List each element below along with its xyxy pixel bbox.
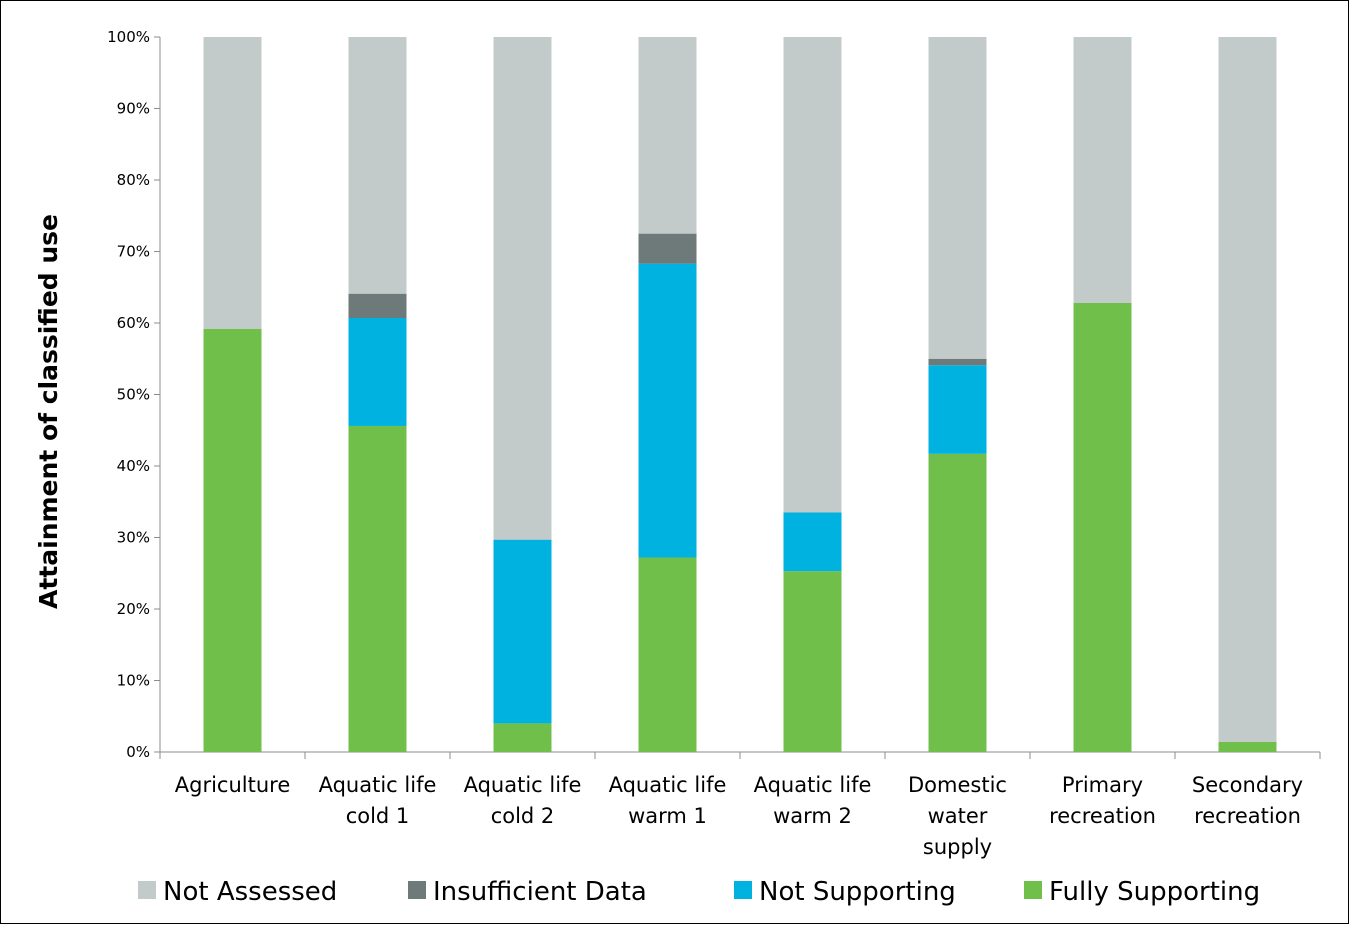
bar-segment-fully-supporting bbox=[493, 723, 552, 752]
bar-segment-fully-supporting bbox=[203, 328, 262, 752]
y-tick-label: 60% bbox=[117, 314, 150, 332]
legend-swatch bbox=[1024, 881, 1042, 899]
x-category-label: Secondary bbox=[1192, 773, 1303, 797]
y-tick-label: 30% bbox=[117, 529, 150, 547]
x-category-label: Aquatic life bbox=[464, 773, 582, 797]
bar-segment-not-supporting bbox=[493, 539, 552, 724]
bar-segment-fully-supporting bbox=[1218, 741, 1277, 752]
y-tick-label: 10% bbox=[117, 672, 150, 690]
bar-segment-not-assessed bbox=[1073, 37, 1132, 303]
x-category-label: Domestic bbox=[908, 773, 1007, 797]
legend-swatch bbox=[138, 881, 156, 899]
legend-label: Insufficient Data bbox=[433, 877, 647, 907]
y-tick-label: 20% bbox=[117, 600, 150, 618]
bar-segment-not-supporting bbox=[783, 512, 842, 572]
y-tick-label: 0% bbox=[126, 743, 150, 761]
bar-segment-fully-supporting bbox=[928, 453, 987, 752]
y-tick-label: 80% bbox=[117, 171, 150, 189]
bar-segment-insufficient-data bbox=[348, 293, 407, 318]
x-category-label: recreation bbox=[1194, 804, 1301, 828]
bar-segment-fully-supporting bbox=[1073, 302, 1132, 752]
x-category-label: cold 1 bbox=[346, 804, 410, 828]
y-tick-label: 50% bbox=[117, 386, 150, 404]
y-axis-label: Attainment of classified use bbox=[34, 214, 63, 609]
bar-segment-not-assessed bbox=[638, 37, 697, 234]
x-category-label: warm 2 bbox=[773, 804, 852, 828]
y-tick-label: 40% bbox=[117, 457, 150, 475]
y-tick-label: 90% bbox=[117, 100, 150, 118]
legend-label: Not Assessed bbox=[163, 877, 337, 907]
y-tick-label: 70% bbox=[117, 243, 150, 261]
bar-segment-not-assessed bbox=[1218, 37, 1277, 742]
bar-segment-not-assessed bbox=[203, 37, 262, 329]
x-category-label: Agriculture bbox=[175, 773, 291, 797]
legend-label: Fully Supporting bbox=[1049, 877, 1260, 907]
bar-segment-not-assessed bbox=[928, 37, 987, 359]
x-category-label: Aquatic life bbox=[754, 773, 872, 797]
legend-label: Not Supporting bbox=[759, 877, 956, 907]
bar-segment-not-assessed bbox=[348, 37, 407, 294]
bar-segment-not-assessed bbox=[493, 37, 552, 540]
bar-segment-fully-supporting bbox=[348, 425, 407, 752]
bar-segment-not-supporting bbox=[348, 317, 407, 426]
bar-segment-insufficient-data bbox=[638, 233, 697, 264]
legend-swatch bbox=[734, 881, 752, 899]
bar-segment-not-assessed bbox=[783, 37, 842, 513]
bar-segment-insufficient-data bbox=[928, 358, 987, 366]
x-category-label: Aquatic life bbox=[609, 773, 727, 797]
legend-swatch bbox=[408, 881, 426, 899]
x-category-label: cold 2 bbox=[491, 804, 555, 828]
x-category-label: recreation bbox=[1049, 804, 1156, 828]
x-category-label: Primary bbox=[1062, 773, 1143, 797]
x-category-label: water bbox=[928, 804, 988, 828]
bar-segment-fully-supporting bbox=[638, 557, 697, 752]
x-category-label: warm 1 bbox=[628, 804, 707, 828]
y-tick-label: 100% bbox=[107, 28, 150, 46]
bar-segment-not-supporting bbox=[638, 263, 697, 558]
bar-segment-not-supporting bbox=[928, 365, 987, 454]
bar-segment-fully-supporting bbox=[783, 571, 842, 752]
x-category-label: supply bbox=[923, 835, 992, 859]
x-category-label: Aquatic life bbox=[319, 773, 437, 797]
